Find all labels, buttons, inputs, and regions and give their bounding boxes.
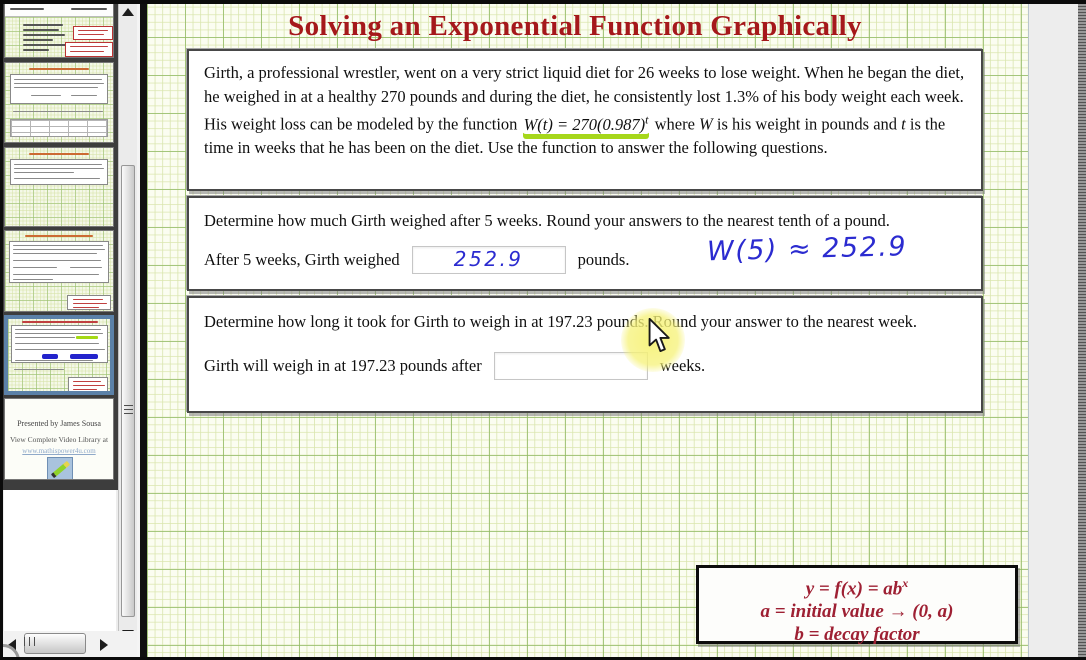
thumbnail-text-placeholder bbox=[14, 369, 64, 370]
thumbnail-text-placeholder bbox=[23, 44, 67, 46]
pencil-icon bbox=[50, 460, 71, 479]
thumbnail-text-placeholder bbox=[23, 49, 49, 51]
question-2-prompt: Determine how long it took for Girth to … bbox=[204, 312, 918, 331]
sidebar-horizontal-scrollbar[interactable] bbox=[0, 631, 137, 657]
reference-line-1: y = f(x) = abx bbox=[805, 576, 909, 600]
canvas-left-border bbox=[140, 0, 147, 660]
vertical-scrollbar-thumb[interactable] bbox=[121, 165, 135, 617]
credits-presented-by: Presented by James Sousa bbox=[17, 419, 101, 428]
problem-text: is the time in weeks that he has been on… bbox=[204, 114, 946, 158]
weight-function-formula-highlighted: W(t) = 270(0.987)t bbox=[523, 112, 649, 134]
thumbnail-panel: Presented by James Sousa View Complete V… bbox=[0, 0, 118, 490]
thumbnail-text-box-placeholder bbox=[9, 241, 109, 283]
slide-thumbnail-sidebar: Presented by James Sousa View Complete V… bbox=[0, 0, 140, 660]
slide-thumbnail-6-credits[interactable]: Presented by James Sousa View Complete V… bbox=[4, 398, 114, 480]
mouse-cursor-icon bbox=[648, 318, 670, 353]
page-title: Solving an Exponential Function Graphica… bbox=[288, 10, 862, 42]
slide-thumbnail-3[interactable] bbox=[4, 147, 114, 227]
question-1-answer-prefix: After 5 weeks, Girth weighed bbox=[204, 249, 400, 269]
question-2-answer-prefix: Girth will weigh in at 197.23 pounds aft… bbox=[204, 355, 482, 375]
thumbnail-header-placeholder bbox=[5, 4, 113, 17]
thumbnail-text-box-placeholder bbox=[11, 325, 108, 363]
exponential-reference-box: y = f(x) = abx a = initial value → (0, a… bbox=[696, 565, 1018, 646]
thumbnail-title-placeholder bbox=[25, 235, 93, 237]
thumbnail-text-box-placeholder bbox=[10, 74, 108, 104]
window-left-edge bbox=[0, 0, 3, 660]
symbol-W: W bbox=[699, 114, 713, 134]
thumbnail-table-placeholder bbox=[10, 119, 108, 137]
question-1-prompt: Determine how much Girth weighed after 5… bbox=[204, 211, 890, 230]
thumbnail-text-placeholder bbox=[71, 8, 107, 10]
thumbnail-formula-box-placeholder bbox=[67, 295, 111, 310]
window-right-ribbed-edge bbox=[1078, 0, 1086, 660]
thumbnail-title-placeholder bbox=[29, 153, 89, 155]
problem-statement-box: Girth, a professional wrestler, went on … bbox=[187, 49, 983, 191]
thumbnail-formula-box-placeholder bbox=[73, 26, 113, 40]
thumbnail-text-placeholder bbox=[23, 39, 53, 41]
problem-text: is his weight in pounds and bbox=[712, 114, 902, 134]
scroll-right-arrow-icon[interactable] bbox=[100, 639, 108, 651]
answer-input-pounds[interactable]: 252.9 bbox=[411, 245, 566, 274]
thumbnail-formula-box-placeholder bbox=[68, 377, 108, 391]
slide-thumbnail-5-selected[interactable] bbox=[4, 315, 114, 395]
scrollbar-grip-icon bbox=[24, 637, 38, 646]
sidebar-vertical-scrollbar[interactable] bbox=[118, 0, 137, 650]
slide-thumbnail-1[interactable] bbox=[4, 3, 114, 58]
symbol-t: t bbox=[901, 114, 906, 134]
thumbnail-title-placeholder bbox=[22, 321, 98, 323]
credits-library-text: View Complete Video Library at bbox=[9, 435, 109, 444]
handwritten-answer-value: 252.9 bbox=[453, 246, 524, 271]
reference-line-3: b = decay factor bbox=[794, 624, 920, 646]
canvas-right-margin bbox=[1028, 0, 1078, 660]
reference-line-2: a = initial value → (0, a) bbox=[760, 601, 954, 623]
pencil-logo-image bbox=[47, 457, 73, 479]
thumbnail-text-placeholder bbox=[23, 34, 65, 36]
scroll-left-arrow-icon[interactable] bbox=[8, 639, 16, 651]
slide-thumbnail-4[interactable] bbox=[4, 230, 114, 312]
slide-canvas-area: Solving an Exponential Function Graphica… bbox=[140, 0, 1086, 660]
thumbnail-formula-box-placeholder bbox=[65, 42, 113, 57]
thumbnail-text-placeholder bbox=[10, 8, 44, 10]
problem-text: where bbox=[654, 114, 700, 134]
graph-paper-canvas[interactable]: Solving an Exponential Function Graphica… bbox=[147, 0, 1028, 660]
thumbnail-text-placeholder bbox=[13, 111, 103, 112]
question-1-box: Determine how much Girth weighed after 5… bbox=[187, 196, 983, 291]
thumbnail-title-placeholder bbox=[29, 68, 89, 70]
question-1-answer-suffix: pounds. bbox=[577, 249, 630, 269]
question-2-box: Determine how long it took for Girth to … bbox=[187, 296, 983, 413]
slide-thumbnail-2[interactable] bbox=[4, 62, 114, 143]
thumbnail-text-placeholder bbox=[23, 29, 59, 31]
credits-link[interactable]: www.mathispower4u.com bbox=[22, 447, 96, 455]
window-top-edge bbox=[0, 0, 1086, 4]
window-bottom-edge bbox=[0, 657, 1086, 660]
answer-input-weeks[interactable] bbox=[493, 351, 648, 380]
problem-text: Girth, a professional wrestler, went on … bbox=[204, 63, 965, 134]
scroll-up-arrow-icon[interactable] bbox=[122, 8, 134, 16]
thumbnail-panel-empty-area bbox=[0, 490, 118, 632]
thumbnail-text-box-placeholder bbox=[10, 159, 108, 185]
scrollbar-grip-icon bbox=[124, 404, 133, 414]
thumbnail-text-placeholder bbox=[23, 24, 63, 26]
